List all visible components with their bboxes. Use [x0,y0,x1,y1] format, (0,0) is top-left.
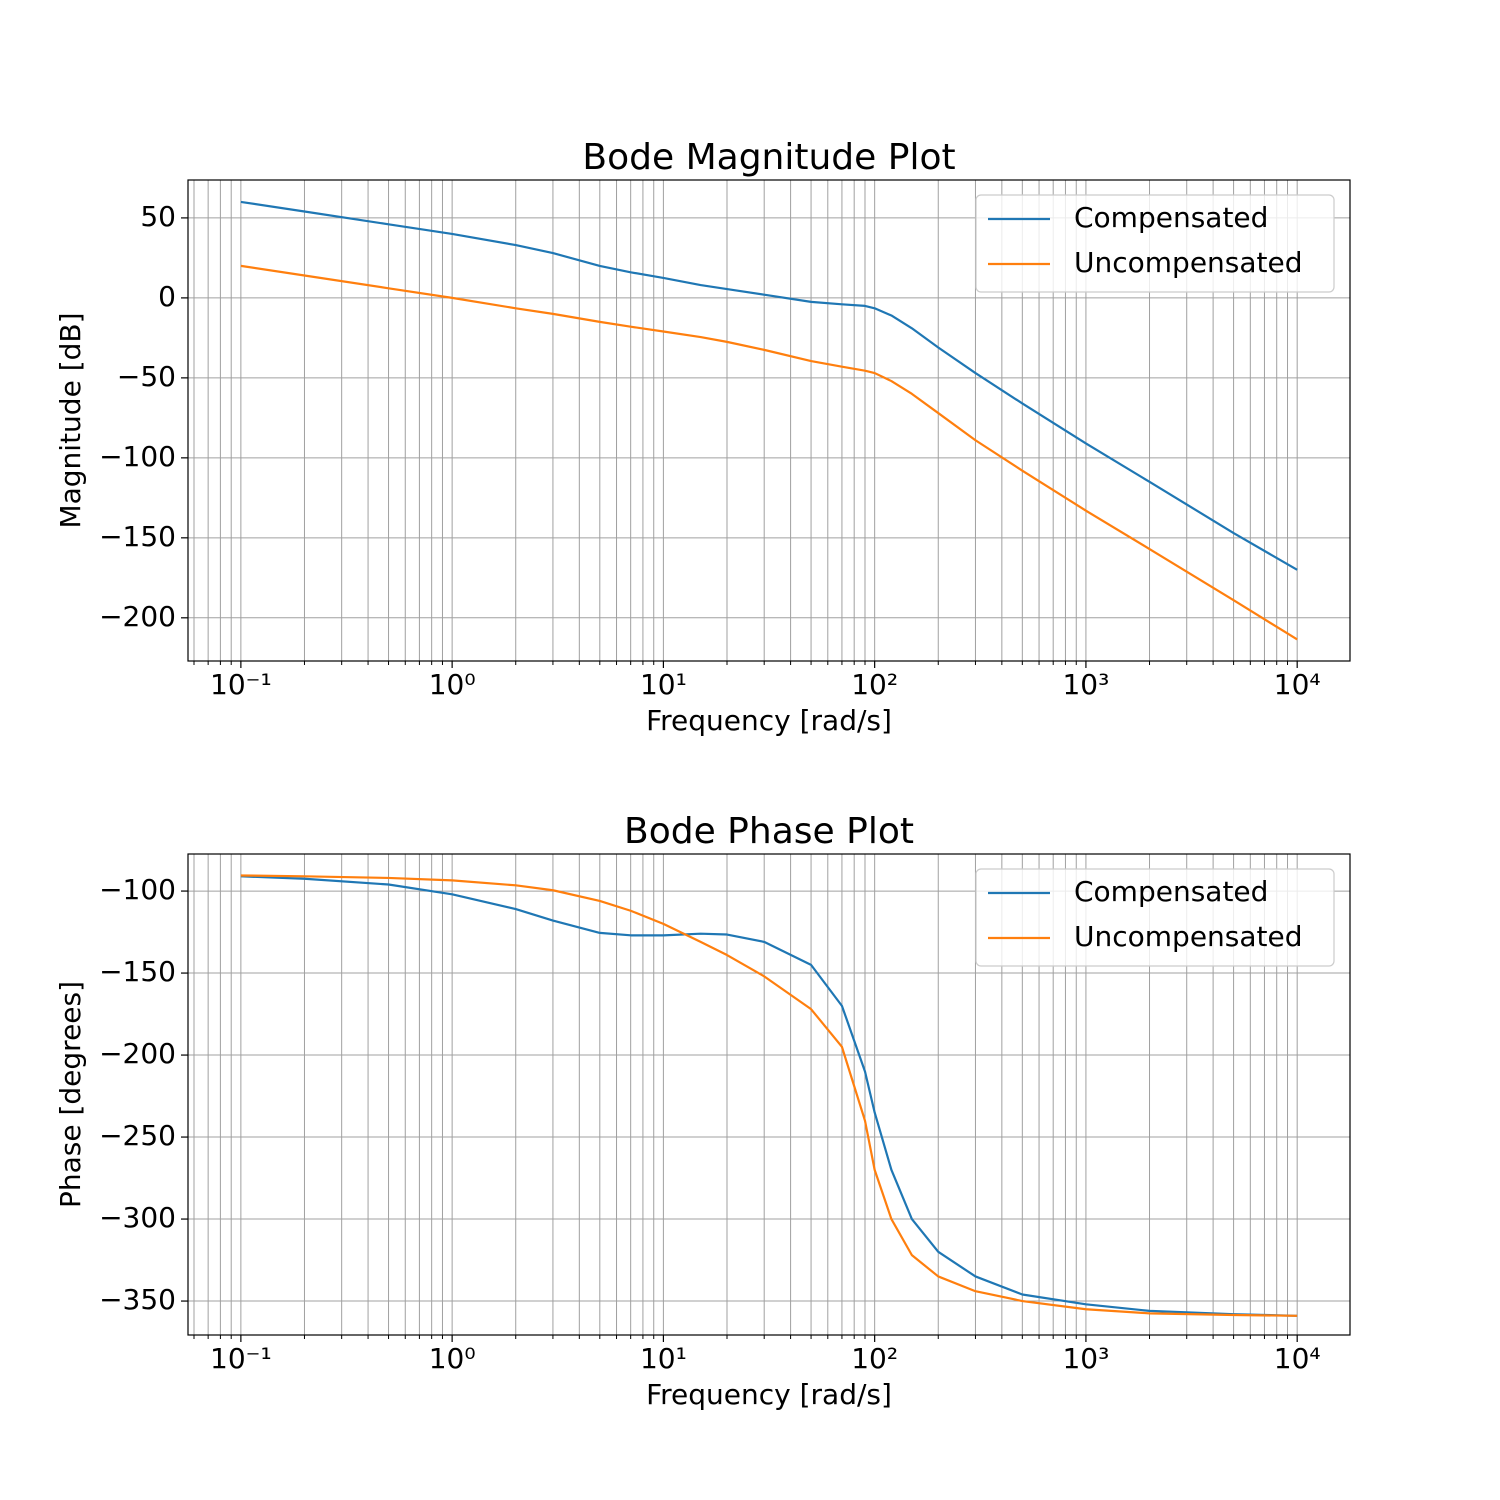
series-line [240,200,1298,571]
series-line [240,874,1298,1317]
x-tick-label: 10² [851,668,898,701]
x-tick-label: 10⁴ [1274,668,1321,701]
y-tick-label: −300 [99,1201,176,1234]
y-axis-label: Phase [degrees] [54,981,87,1208]
x-tick-label: 10³ [1062,1342,1109,1375]
x-tick-label: 10³ [1062,668,1109,701]
y-tick-label: −100 [99,440,176,473]
x-tick-label: 10⁰ [429,668,476,701]
legend-label: Uncompensated [1074,246,1303,279]
legend-label: Uncompensated [1074,920,1303,953]
x-axis-label: Frequency [rad/s] [646,704,892,737]
axes-frame [187,853,1351,1336]
subplot: Bode Phase Plot 10⁻¹ 10⁰ 10¹ 10² 10³ 10⁴ −100 −1… [54,811,1351,1411]
y-tick-label: −100 [99,873,176,906]
x-tick-label: 10² [851,1342,898,1375]
y-tick-label: −250 [99,1119,176,1152]
y-tick-label: −150 [99,520,176,553]
x-tick-label: 10⁻¹ [210,668,272,701]
subplot: Bode Magnitude Plot 10⁻¹ 10⁰ 10¹ 10² 10³ 10⁴ 50… [54,137,1351,737]
y-tick-label: −200 [99,1037,176,1070]
x-tick-label: 10¹ [640,668,687,701]
y-tick-label: −350 [99,1283,176,1316]
chart-title: Bode Phase Plot [624,811,914,852]
x-axis-label: Frequency [rad/s] [646,1378,892,1411]
series-line [240,264,1298,641]
legend-box [975,868,1335,967]
x-tick-label: 10⁴ [1274,1342,1321,1375]
x-tick-label: 10⁰ [429,1342,476,1375]
legend-label: Compensated [1074,875,1268,908]
axes-frame [187,179,1351,662]
chart-title: Bode Magnitude Plot [582,137,955,178]
y-tick-label: −150 [99,955,176,988]
x-tick-label: 10¹ [640,1342,687,1375]
series-line [240,875,1298,1317]
y-axis-label: Magnitude [dB] [54,312,87,528]
y-tick-label: −50 [117,360,176,393]
legend-box [975,194,1335,293]
legend-label: Compensated [1074,201,1268,234]
y-tick-label: 0 [158,280,176,313]
y-tick-label: −200 [99,600,176,633]
y-tick-label: 50 [140,200,176,233]
x-tick-label: 10⁻¹ [210,1342,272,1375]
